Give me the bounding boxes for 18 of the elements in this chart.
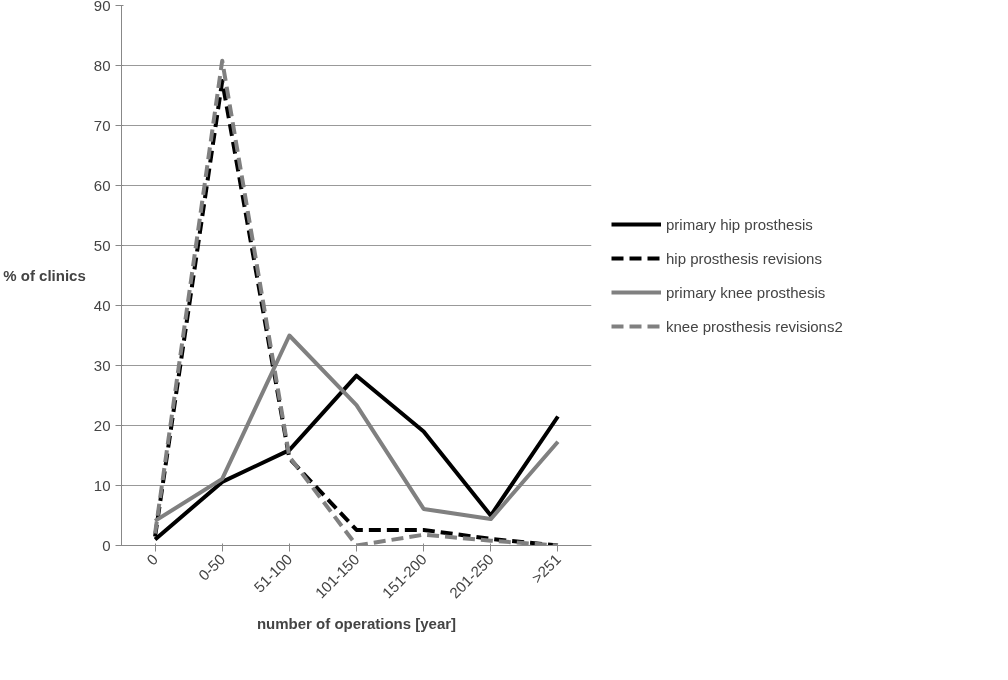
y-tick-label: 0 <box>102 536 111 554</box>
legend-label: knee prosthesis revisions2 <box>666 317 843 335</box>
y-tick-label: 90 <box>93 0 111 14</box>
y-tick-label: 70 <box>93 116 111 134</box>
legend-label: primary hip prosthesis <box>666 215 813 233</box>
y-axis-title: % of clinics <box>3 267 86 284</box>
legend-label: primary knee prosthesis <box>666 283 826 301</box>
x-tick-label: 0 <box>143 550 162 569</box>
y-tick-label: 60 <box>93 176 111 194</box>
y-tick-label: 40 <box>93 296 111 314</box>
y-tick-label: 20 <box>93 416 111 434</box>
y-tick-label: 80 <box>93 56 111 74</box>
y-tick-label: 30 <box>93 356 111 374</box>
y-tick-label: 50 <box>93 236 111 254</box>
x-axis-title: number of operations [year] <box>256 615 457 633</box>
legend-label: hip prosthesis revisions <box>666 249 822 267</box>
x-tick-label: 0-50 <box>194 550 229 584</box>
y-tick-label: 10 <box>93 476 111 494</box>
